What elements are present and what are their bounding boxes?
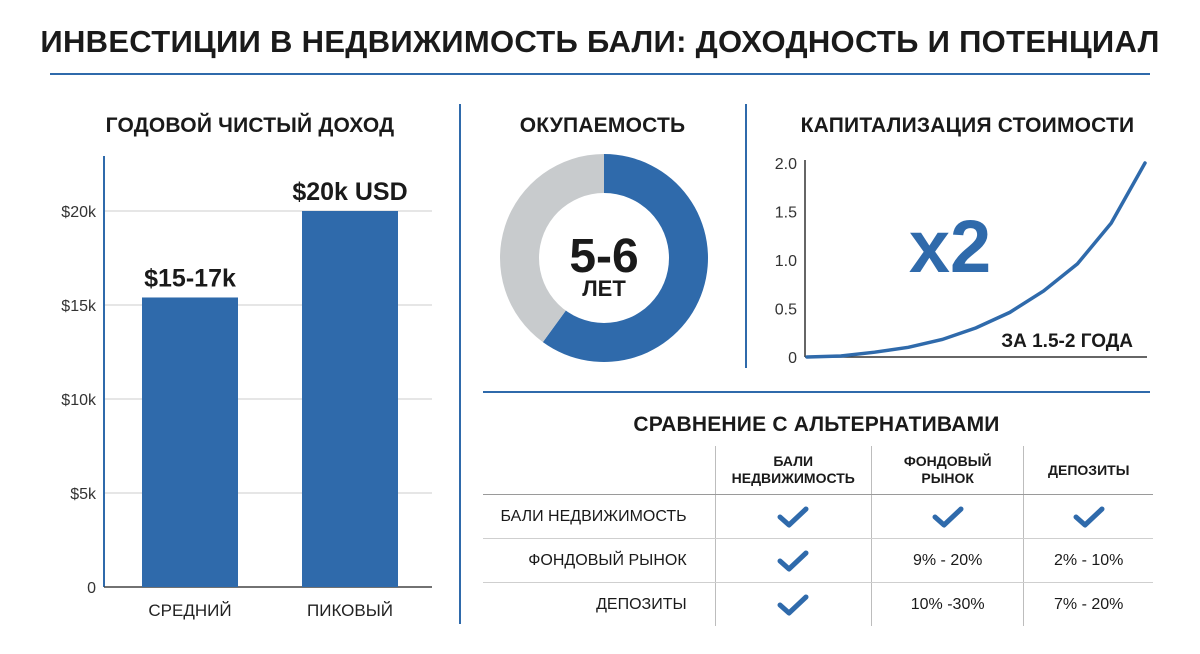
payback-value: 5-6: [569, 230, 638, 283]
column-header: ДЕПОЗИТЫ: [1023, 446, 1153, 495]
period-note: ЗА 1.5-2 ГОДА: [1001, 331, 1133, 352]
y-tick-label: 1.0: [775, 253, 797, 270]
y-tick-label: 0: [87, 580, 96, 597]
table-row: ДЕПОЗИТЫ 10% -30% 7% - 20%: [483, 582, 1153, 626]
table-cell: 2% - 10%: [1023, 538, 1153, 583]
divider-horizontal: [483, 391, 1150, 393]
table-header-row: БАЛИ НЕДВИЖИМОСТЬ ФОНДОВЫЙ РЫНОК ДЕПОЗИТ…: [483, 446, 1153, 495]
y-tick-label: 2.0: [775, 156, 797, 173]
divider-left: [459, 104, 461, 624]
y-tick-label: 0: [788, 350, 797, 367]
y-tick-label: 1.5: [775, 205, 797, 222]
column-header: ФОНДОВЫЙ РЫНОК: [870, 446, 1024, 495]
table-row: БАЛИ НЕДВИЖИМОСТЬ: [483, 494, 1153, 539]
page-title: ИНВЕСТИЦИИ В НЕДВИЖИМОСТЬ БАЛИ: ДОХОДНОС…: [40, 24, 1160, 59]
check-icon: [870, 494, 1024, 539]
row-label: ДЕПОЗИТЫ: [596, 595, 687, 613]
payback-unit: ЛЕТ: [582, 276, 626, 301]
row-label: ФОНДОВЫЙ РЫНОК: [483, 538, 716, 583]
check-icon: [714, 538, 872, 583]
table-cell: 7% - 20%: [1023, 582, 1153, 626]
table-cell: 10% -30%: [870, 582, 1024, 626]
y-tick-label: $15k: [61, 298, 97, 315]
bar-value-label: $15-17k: [144, 264, 236, 292]
comparison-table: БАЛИ НЕДВИЖИМОСТЬ ФОНДОВЫЙ РЫНОК ДЕПОЗИТ…: [483, 446, 1153, 626]
y-tick-label: $10k: [61, 392, 97, 409]
income-chart-title: ГОДОВОЙ ЧИСТЫЙ ДОХОД: [105, 114, 395, 137]
bar-value-label: $20k USD: [292, 178, 407, 206]
y-tick-label: 0.5: [775, 302, 797, 319]
capitalization-line: [805, 161, 1147, 359]
income-bar-chart: 0 $5k $10k $15k $20k $15-17k СРЕДНИЙ $20k USD П…: [61, 156, 432, 620]
table-corner: [483, 446, 716, 495]
multiplier-label: x2: [909, 205, 991, 288]
capitalization-chart-title: КАПИТАЛИЗАЦИЯ СТОИМОСТИ: [800, 114, 1135, 137]
comparison-table-title: СРАВНЕНИЕ С АЛЬТЕРНАТИВАМИ: [633, 413, 1000, 436]
table-row: ФОНДОВЫЙ РЫНОК 9% - 20% 2% - 10%: [483, 538, 1153, 583]
donut-hole: [539, 193, 669, 323]
payback-chart-title: ОКУПАЕМОСТЬ: [519, 114, 686, 137]
divider-middle: [745, 104, 747, 368]
bar: [142, 297, 238, 587]
bar: [302, 211, 398, 587]
x-category-label: СРЕДНИЙ: [148, 601, 231, 620]
title-rule: [50, 73, 1150, 75]
check-icon: [714, 494, 872, 539]
row-label: БАЛИ НЕДВИЖИМОСТЬ: [483, 494, 716, 539]
table-cell: 9% - 20%: [870, 538, 1024, 583]
x-category-label: ПИКОВЫЙ: [307, 601, 393, 620]
payback-donut-chart: 5-6 ЛЕТ: [500, 154, 708, 362]
y-tick-label: $5k: [70, 486, 97, 503]
check-icon: [1023, 494, 1153, 539]
column-header: БАЛИ НЕДВИЖИМОСТЬ: [714, 446, 872, 495]
capitalization-line-chart: 0 0.5 1.0 1.5 2.0 x2 ЗА 1.5-2 ГОДА: [775, 156, 1147, 367]
y-tick-label: $20k: [61, 204, 97, 221]
check-icon: [714, 582, 872, 626]
